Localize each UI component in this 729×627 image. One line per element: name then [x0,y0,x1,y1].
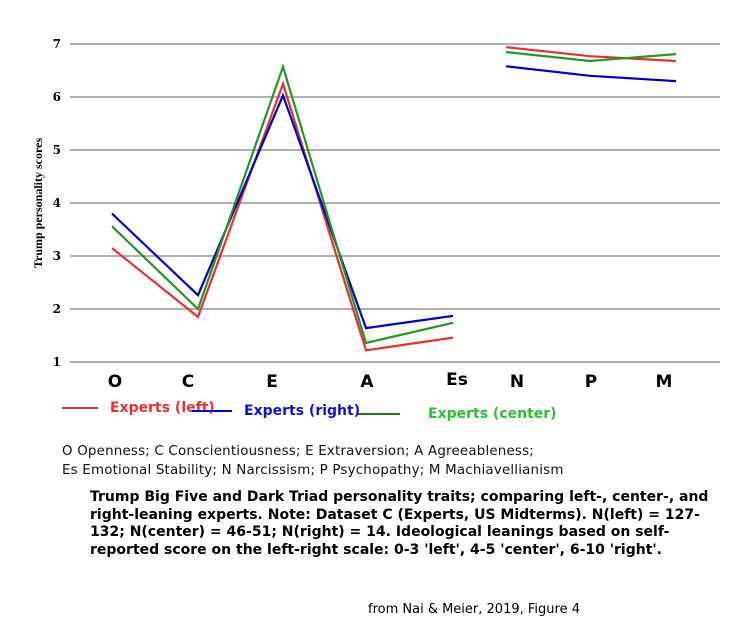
x-tick-label: M [656,372,673,392]
abbreviation-line: Es Emotional Stability; N Narcissism; P … [62,463,564,478]
figure-caption: Trump Big Five and Dark Triad personalit… [90,489,709,558]
legend-item-center: Experts (center) [358,406,557,422]
x-tick-label: N [510,372,524,392]
figure-source: from Nai & Meier, 2019, Figure 4 [368,602,580,617]
legend-label-center: Experts (center) [428,406,557,422]
y-tick-label: 6 [53,90,61,104]
x-tick-label: Es [446,370,468,390]
y-axis-label: Trump personality scores [31,138,45,269]
y-tick-label: 3 [53,249,61,263]
legend-swatch-right [192,410,232,412]
y-tick-label: 4 [53,196,61,210]
legend-item-left: Experts (left) [62,400,215,416]
legend-swatch-center [358,413,400,415]
x-tick-label: C [182,372,194,392]
abbreviation-line: O Openness; C Conscientiousness; E Extra… [62,444,534,459]
legend-label-right: Experts (right) [244,403,361,419]
y-tick-label: 7 [53,37,61,51]
series-line-right [505,65,677,83]
series-line-left [111,80,454,352]
legend-label-left: Experts (left) [110,400,215,416]
y-tick-label: 1 [53,355,61,369]
x-tick-label: A [360,372,374,392]
line-chart: 1 2 3 4 5 6 7 Trump personality scores O C E A Es N P M [31,37,720,392]
legend-swatch-left [62,407,98,409]
series-line-right [111,92,454,330]
y-tick-label: 2 [53,302,61,316]
series-line-center [111,63,454,345]
x-tick-label: O [108,372,122,392]
x-tick-label: P [585,372,597,392]
y-tick-label: 5 [53,143,61,157]
x-tick-label: E [266,372,278,392]
abbreviation-key: O Openness; C Conscientiousness; E Extra… [62,442,564,480]
legend-item-right: Experts (right) [192,403,360,419]
